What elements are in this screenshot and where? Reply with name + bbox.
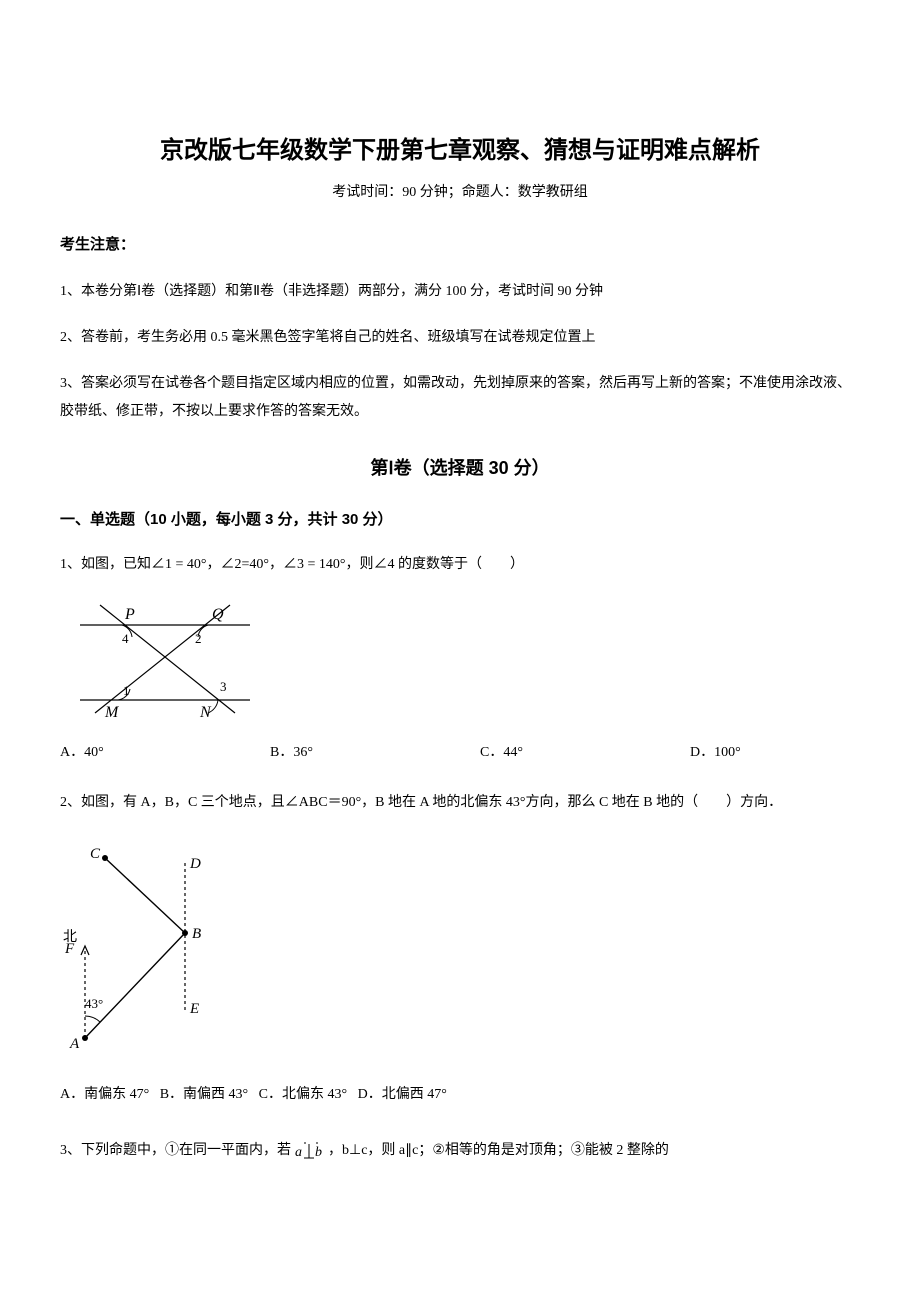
- label-43deg: 43°: [85, 996, 103, 1011]
- section-1-heading: 第Ⅰ卷（选择题 30 分）: [60, 454, 860, 480]
- label-angle1: 1: [123, 683, 130, 698]
- svg-text:a: a: [295, 1145, 302, 1160]
- notice-heading: 考生注意：: [60, 233, 860, 254]
- label-A: A: [69, 1036, 80, 1052]
- label-M: M: [104, 704, 120, 721]
- label-angle4: 4: [122, 631, 129, 646]
- label-C: C: [90, 846, 101, 862]
- exam-subtitle: 考试时间：90 分钟；命题人：数学教研组: [60, 181, 860, 201]
- perp-icon: a b: [295, 1140, 325, 1162]
- label-north: 北: [63, 929, 77, 945]
- label-E: E: [189, 1001, 199, 1017]
- label-B: B: [192, 926, 201, 942]
- question-2-figure: A B C D E F 北 43°: [60, 833, 860, 1063]
- svg-text:b: b: [315, 1145, 322, 1160]
- label-angle3: 3: [220, 679, 227, 694]
- q2-option-C: C．北偏东 43°: [259, 1087, 347, 1102]
- notice-1: 1、本卷分第Ⅰ卷（选择题）和第Ⅱ卷（非选择题）两部分，满分 100 分，考试时间…: [60, 278, 860, 306]
- q1-option-A: A．40°: [60, 741, 220, 761]
- label-D: D: [189, 856, 201, 872]
- q3-text-mid: ，b⊥c，则 a∥c；②相等的角是对顶角；③能被 2 整除的: [328, 1143, 669, 1158]
- label-Q: Q: [212, 606, 224, 623]
- label-N: N: [199, 704, 212, 721]
- q1-option-B: B．36°: [270, 741, 430, 761]
- question-1-options: A．40° B．36° C．44° D．100°: [60, 741, 860, 761]
- notice-3: 3、答案必须写在试卷各个题目指定区域内相应的位置，如需改动，先划掉原来的答案，然…: [60, 370, 860, 426]
- q2-option-B: B．南偏西 43°: [160, 1087, 248, 1102]
- question-2-options: A．南偏东 47° B．南偏西 43° C．北偏东 43° D．北偏西 47°: [60, 1081, 860, 1109]
- q2-option-A: A．南偏东 47°: [60, 1087, 149, 1102]
- q2-option-D: D．北偏西 47°: [358, 1087, 447, 1102]
- exam-title: 京改版七年级数学下册第七章观察、猜想与证明难点解析: [60, 130, 860, 165]
- question-2-text: 2、如图，有 A，B，C 三个地点，且∠ABC＝90°，B 地在 A 地的北偏东…: [60, 789, 860, 817]
- q1-option-D: D．100°: [690, 741, 741, 761]
- q3-text-before: 3、下列命题中，①在同一平面内，若: [60, 1143, 291, 1158]
- label-angle2: 2: [195, 631, 202, 646]
- question-1-text: 1、如图，已知∠1 = 40°，∠2=40°，∠3 = 140°，则∠4 的度数…: [60, 551, 860, 579]
- question-3-text: 3、下列命题中，①在同一平面内，若 a b ，b⊥c，则 a∥c；②相等的角是对…: [60, 1137, 860, 1165]
- subsection-heading: 一、单选题（10 小题，每小题 3 分，共计 30 分）: [60, 508, 860, 529]
- label-P: P: [124, 606, 135, 623]
- q1-option-C: C．44°: [480, 741, 640, 761]
- question-1-figure: P Q M N 4 2 1 3: [60, 595, 860, 723]
- notice-2: 2、答卷前，考生务必用 0.5 毫米黑色签字笔将自己的姓名、班级填写在试卷规定位…: [60, 324, 860, 352]
